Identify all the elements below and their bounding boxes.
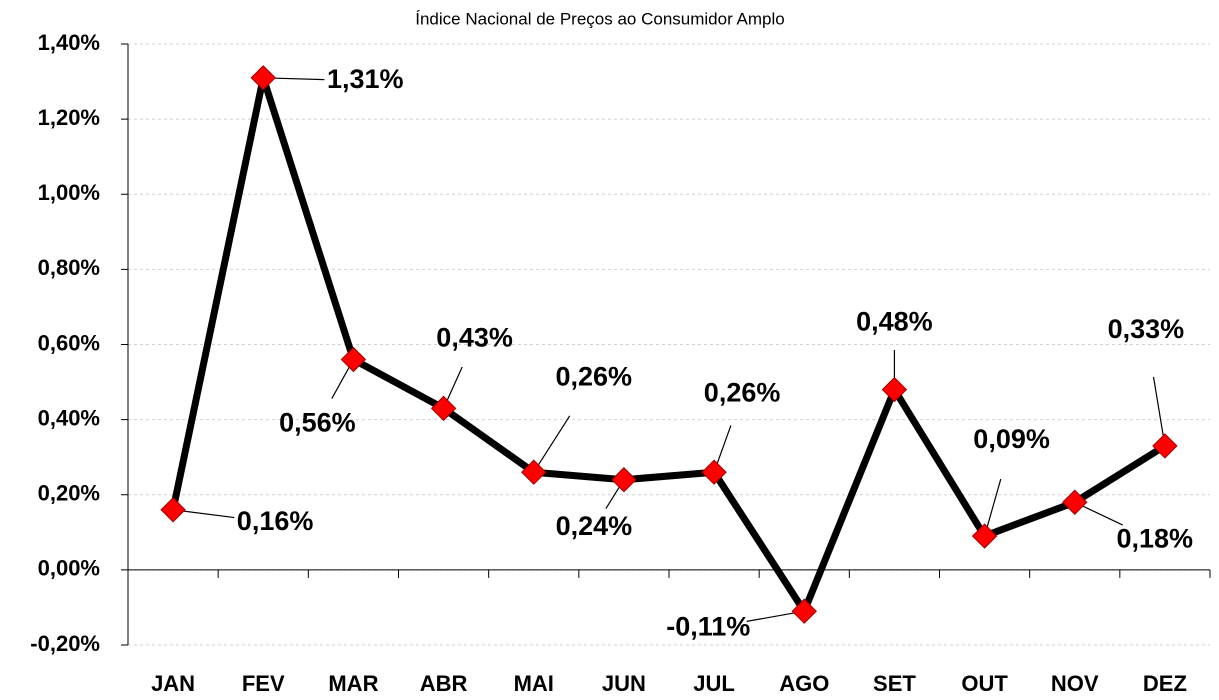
marker bbox=[881, 376, 908, 403]
x-tick-label: SET bbox=[873, 671, 916, 696]
y-tick-label: 0,00% bbox=[38, 556, 100, 581]
marker bbox=[521, 459, 547, 485]
value-label: 0,24% bbox=[556, 511, 633, 541]
x-tick-label: AGO bbox=[779, 671, 829, 696]
y-tick-label: -0,20% bbox=[30, 631, 100, 656]
value-label: 0,26% bbox=[555, 361, 632, 391]
x-tick-label: MAI bbox=[514, 671, 554, 696]
x-tick-label: DEZ bbox=[1143, 671, 1187, 696]
x-tick-label: JAN bbox=[151, 671, 195, 696]
x-tick-label: OUT bbox=[961, 671, 1008, 696]
x-tick-label: FEV bbox=[242, 671, 285, 696]
marker bbox=[160, 497, 186, 523]
marker bbox=[701, 459, 727, 485]
value-label: 0,33% bbox=[1108, 314, 1185, 344]
marker bbox=[250, 65, 276, 91]
x-tick-label: JUN bbox=[602, 671, 646, 696]
y-tick-label: 0,80% bbox=[38, 255, 100, 280]
value-label: 0,16% bbox=[237, 506, 314, 536]
line bbox=[169, 74, 1167, 615]
value-label: 1,31% bbox=[327, 64, 404, 94]
y-tick-label: 0,40% bbox=[38, 405, 100, 430]
x-tick-label: ABR bbox=[420, 671, 468, 696]
value-label: 0,09% bbox=[973, 424, 1050, 454]
value-label: 0,56% bbox=[279, 408, 356, 438]
marker bbox=[340, 346, 367, 373]
x-tick-label: NOV bbox=[1051, 671, 1099, 696]
y-tick-label: 1,40% bbox=[38, 30, 100, 55]
value-label: -0,11% bbox=[666, 611, 750, 641]
leader-line bbox=[1152, 376, 1166, 447]
marker bbox=[1152, 433, 1178, 459]
value-label: 0,26% bbox=[704, 377, 781, 407]
y-tick-label: 0,60% bbox=[38, 330, 100, 355]
value-label: 0,18% bbox=[1116, 523, 1193, 553]
marker bbox=[1062, 489, 1088, 515]
x-tick-label: JUL bbox=[693, 671, 735, 696]
marker bbox=[430, 395, 457, 422]
marker bbox=[791, 598, 817, 624]
chart-title: Índice Nacional de Preços ao Consumidor … bbox=[415, 9, 784, 28]
value-label: 0,48% bbox=[856, 307, 933, 337]
marker bbox=[971, 523, 998, 549]
x-tick-label: MAR bbox=[328, 671, 378, 696]
y-tick-label: 0,20% bbox=[38, 481, 100, 506]
y-tick-label: 1,20% bbox=[38, 105, 100, 130]
marker bbox=[611, 467, 637, 493]
value-label: 0,43% bbox=[436, 322, 513, 352]
y-tick-label: 1,00% bbox=[38, 180, 100, 205]
leader-line bbox=[533, 415, 571, 473]
